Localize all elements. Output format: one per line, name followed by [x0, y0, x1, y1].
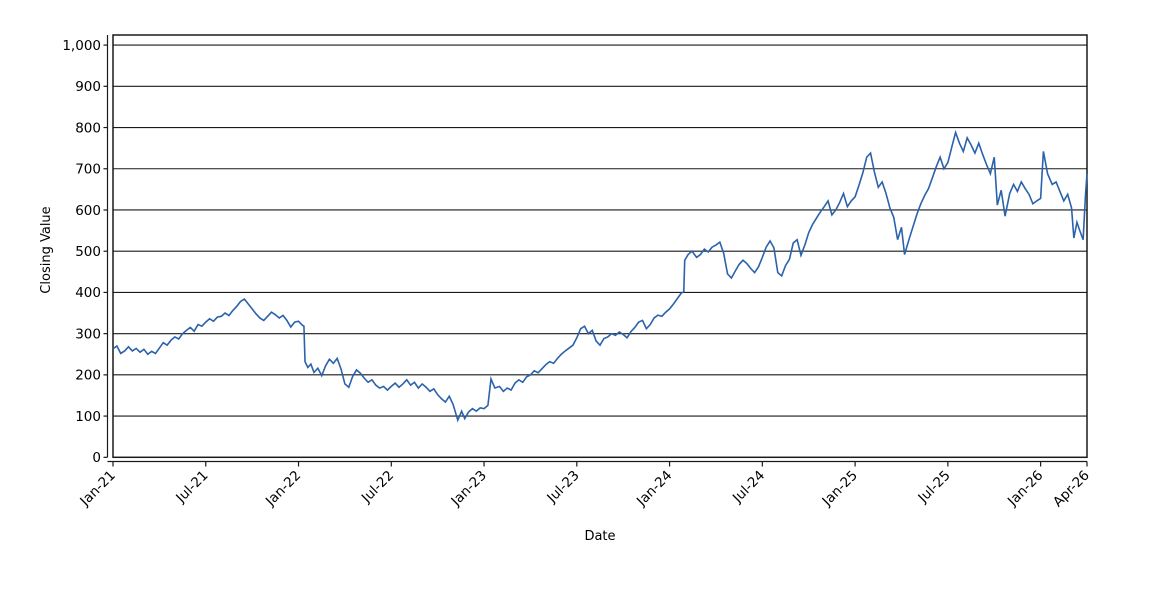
- y-tick-label: 200: [75, 368, 101, 384]
- x-tick-label: Jan-26: [1004, 468, 1046, 510]
- y-tick-label: 900: [75, 79, 101, 95]
- x-tick-label: Jan-21: [76, 468, 118, 510]
- y-tick-labels: 0 100 200 300 400 500 600 700 800 900 1,000: [62, 38, 101, 466]
- x-tick-label: Jul-23: [544, 468, 583, 507]
- x-tick-label: Jul-22: [358, 468, 397, 507]
- series-line: [112, 129, 1088, 423]
- y-tick-label: 600: [75, 203, 101, 219]
- x-tick-label: Jan-23: [448, 468, 490, 510]
- axis-lines: [106, 35, 1087, 463]
- x-tick-label: Jul-25: [915, 468, 954, 507]
- x-tick-label: Jan-24: [633, 468, 675, 510]
- plot-frame: [112, 34, 1088, 459]
- x-tick-label: Jul-24: [729, 468, 768, 507]
- x-tick-label: Jan-22: [262, 468, 304, 510]
- y-tick-label: 800: [75, 120, 101, 136]
- y-tick-label: 300: [75, 326, 101, 342]
- y-tick-label: 500: [75, 244, 101, 260]
- series-group: [112, 129, 1088, 423]
- gridlines: [113, 44, 1087, 417]
- y-axis-title: Closing Value: [39, 206, 54, 293]
- y-tick-label: 1,000: [62, 38, 101, 54]
- x-tick-label: Jan-25: [819, 468, 861, 510]
- x-tick-labels: Jan-21 Jul-21 Jan-22 Jul-22 Jan-23 Jul-23 Jan-…: [76, 468, 1092, 511]
- plot-border: [112, 34, 1088, 459]
- y-tick-label: 0: [92, 450, 101, 466]
- y-tick-label: 400: [75, 285, 101, 301]
- y-tick-label: 100: [75, 409, 101, 425]
- tick-marks: [103, 44, 1088, 467]
- x-axis-title: Date: [584, 529, 615, 544]
- x-tick-label: Jul-21: [172, 468, 211, 507]
- x-tick-label: Apr-26: [1050, 468, 1093, 511]
- y-tick-label: 700: [75, 162, 101, 178]
